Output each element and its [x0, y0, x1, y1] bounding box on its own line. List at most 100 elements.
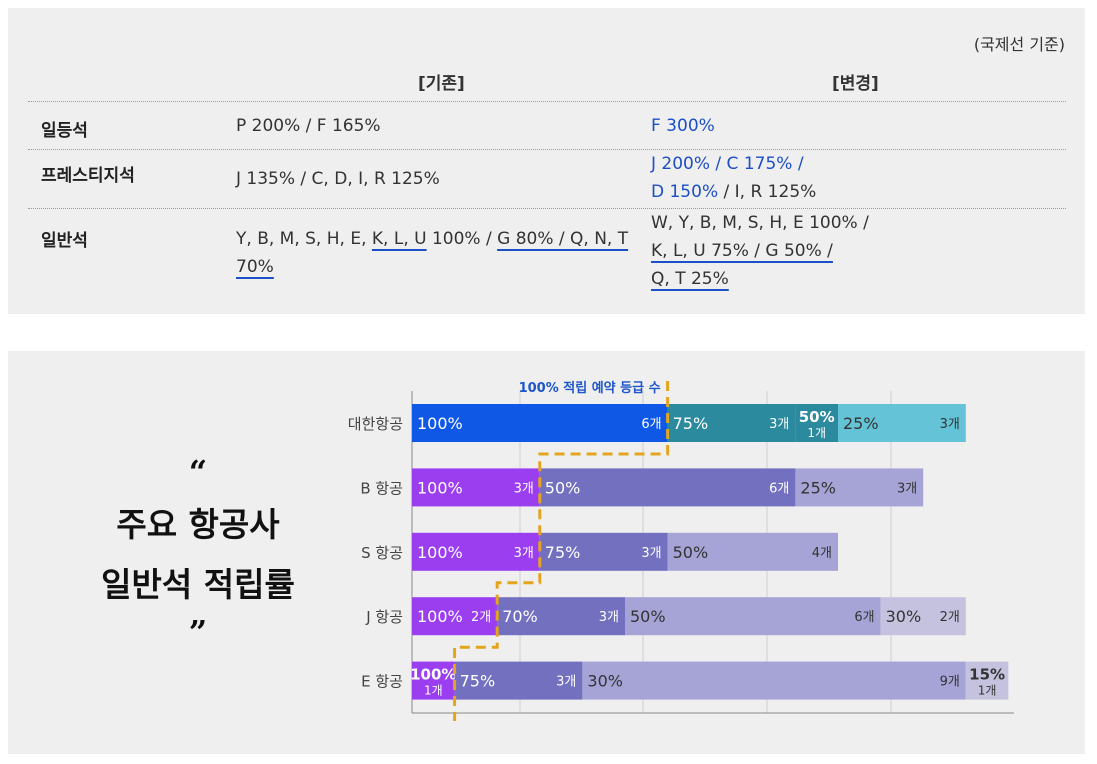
- class-text: 100% /: [426, 229, 498, 249]
- rate-label: 25%: [800, 478, 836, 497]
- bar-segment: [412, 597, 498, 636]
- category-label: 대한항공: [348, 415, 403, 433]
- count-label: 1개: [424, 684, 443, 698]
- rate-label: 70%: [502, 607, 538, 626]
- cell-line: W, Y, B, M, S, H, E 100% /: [651, 209, 869, 237]
- bar-segment: [412, 404, 668, 442]
- cell-economy-before: Y, B, M, S, H, E, K, L, U 100% / G 80% /…: [236, 225, 636, 281]
- count-label: 3개: [769, 417, 789, 432]
- cell-line: 70%: [236, 253, 636, 281]
- class-text: J 135% / C, D, I, R 125%: [236, 169, 440, 189]
- count-label: 6개: [641, 417, 661, 432]
- row-label-first: 일등석: [41, 121, 88, 141]
- count-label: 3개: [514, 481, 534, 496]
- count-label: 3개: [641, 546, 661, 561]
- mileage-accrual-chart: 대한항공 100% 6개 75% 3개 50%1개 25% 3개B 항공 100% 3개 50% 6개…: [348, 380, 1014, 721]
- bar-segment: [412, 532, 540, 571]
- bar-segment: [838, 404, 966, 442]
- cell-first-before: P 200% / F 165%: [236, 112, 381, 140]
- quote-close-mark: ”: [188, 613, 208, 651]
- table-divider: [28, 101, 1066, 102]
- count-label: 3개: [599, 610, 619, 625]
- count-label: 4개: [812, 546, 832, 561]
- annotation-label: 100% 적립 예약 등급 수: [519, 380, 661, 396]
- cell-first-after: F 300%: [651, 112, 715, 140]
- rate-label: 50%: [630, 607, 666, 626]
- count-label: 2개: [471, 610, 491, 625]
- bar-segment: [667, 404, 796, 442]
- row-label-economy: 일반석: [41, 231, 88, 251]
- rate-label: 100%: [417, 543, 463, 562]
- rate-label: 100%: [410, 666, 456, 684]
- headline-line-2: 일반석 적립률: [101, 565, 295, 604]
- count-label: 3개: [514, 546, 534, 561]
- category-label: B 항공: [360, 479, 403, 497]
- count-label: 6개: [854, 610, 874, 625]
- rate-label: 100%: [417, 607, 463, 626]
- table-divider: [28, 149, 1066, 150]
- rate-label: 50%: [799, 408, 835, 426]
- bar-segment: [412, 468, 540, 507]
- count-label: 9개: [940, 675, 960, 690]
- count-label: 6개: [769, 481, 789, 496]
- rate-label: 75%: [673, 414, 709, 433]
- table-divider: [28, 208, 1066, 209]
- bar-segment: [965, 661, 1009, 700]
- class-text: D 150%: [651, 182, 719, 202]
- bar-segment: [539, 532, 668, 571]
- cell-line: J 135% / C, D, I, R 125%: [236, 165, 440, 193]
- rate-label: 100%: [417, 414, 463, 433]
- rate-label: 100%: [417, 478, 463, 497]
- bar-segment: [454, 661, 583, 700]
- changed-class-text: K, L, U: [371, 229, 427, 249]
- class-text: Y, B, M, S, H, E,: [236, 229, 372, 249]
- column-header-after: [변경]: [832, 74, 879, 94]
- bar-segment: [625, 597, 881, 636]
- count-label: 1개: [807, 426, 826, 440]
- bar-segment: [667, 532, 838, 571]
- rate-label: 30%: [587, 672, 623, 691]
- class-text: F 300%: [651, 116, 715, 136]
- changed-class-text: 70%: [236, 257, 274, 277]
- cell-prestige-before: J 135% / C, D, I, R 125%: [236, 165, 440, 193]
- rate-label: 25%: [843, 414, 879, 433]
- bar-segment: [880, 597, 966, 636]
- cell-line: Y, B, M, S, H, E, K, L, U 100% / G 80% /…: [236, 225, 636, 253]
- chart-panel: “ 주요 항공사 일반석 적립률 ” 대한항공 100% 6개 75% 3개 50% 1개 2…: [8, 351, 1085, 754]
- rate-label: 50%: [673, 543, 709, 562]
- column-header-before: [기존]: [418, 74, 465, 94]
- class-text: W, Y, B, M, S, H, E 100% /: [651, 213, 869, 233]
- category-label: J 항공: [365, 608, 403, 626]
- cell-line: J 200% / C 175% /: [651, 150, 816, 178]
- fare-table-panel: (국제선 기준) [기존] [변경] 일등석 프레스티지석 일반석 P 200%…: [8, 8, 1085, 314]
- rate-label: 15%: [969, 666, 1005, 684]
- annotation-dashed-line: [453, 381, 670, 721]
- count-label: 2개: [940, 610, 960, 625]
- class-text: J 200% / C 175% /: [651, 154, 804, 174]
- row-label-prestige: 프레스티지석: [41, 166, 135, 186]
- category-label: S 항공: [361, 544, 403, 562]
- bar-segment: [497, 597, 625, 636]
- bar-segment: [795, 404, 838, 442]
- rate-label: 50%: [545, 478, 581, 497]
- cell-line: D 150% / I, R 125%: [651, 178, 816, 206]
- rate-label: 75%: [545, 543, 581, 562]
- class-text: P 200% / F 165%: [236, 116, 381, 136]
- count-label: 1개: [978, 684, 997, 698]
- bar-segment: [795, 468, 924, 507]
- headline-line-1: 주요 항공사: [116, 505, 280, 544]
- cell-line: F 300%: [651, 112, 715, 140]
- cell-line: Q, T 25%: [651, 265, 869, 293]
- class-text: / I, R 125%: [718, 182, 817, 202]
- bar-segment: [539, 468, 796, 507]
- count-label: 3개: [940, 417, 960, 432]
- cell-economy-after: W, Y, B, M, S, H, E 100% / K, L, U 75% / …: [651, 209, 869, 293]
- changed-class-text: G 80% / Q, N, T: [497, 229, 629, 249]
- category-label: E 항공: [361, 673, 403, 691]
- cell-line: K, L, U 75% / G 50% /: [651, 237, 869, 265]
- changed-class-text: K, L, U 75% / G 50% /: [651, 241, 833, 261]
- rate-label: 75%: [460, 672, 496, 691]
- rate-label: 30%: [886, 607, 922, 626]
- bar-segment: [582, 661, 966, 700]
- quote-open-mark: “: [188, 453, 208, 491]
